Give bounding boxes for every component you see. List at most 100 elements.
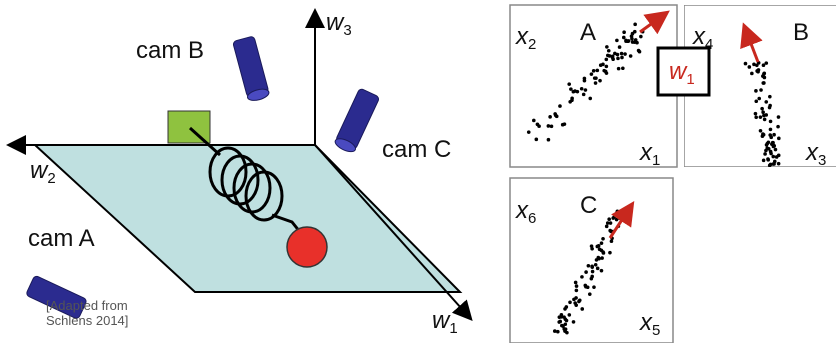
- sample-point: [597, 244, 601, 248]
- sample-point: [584, 88, 588, 92]
- sample-point: [575, 289, 579, 293]
- sample-point: [616, 53, 620, 57]
- anchor: [168, 111, 210, 143]
- figure: cam B cam C cam A w3 w2 w1 [Adapted from…: [0, 0, 836, 343]
- sample-point: [584, 270, 588, 274]
- sample-point: [604, 58, 608, 62]
- sample-point: [771, 155, 775, 159]
- axis-subscript: 6: [528, 210, 536, 227]
- sample-point: [772, 145, 776, 149]
- sample-point: [535, 138, 539, 142]
- sample-point: [575, 284, 579, 288]
- sample-point: [629, 54, 633, 58]
- sample-point: [558, 315, 562, 319]
- sample-point: [615, 211, 619, 215]
- sample-point: [537, 124, 541, 128]
- sample-point: [787, 170, 791, 174]
- sample-point: [767, 140, 771, 144]
- sample-point: [769, 150, 773, 154]
- axis-symbol: w: [432, 307, 451, 334]
- sample-point: [778, 177, 782, 181]
- sample-point: [771, 174, 775, 178]
- sample-point: [744, 62, 748, 66]
- sample-point: [596, 69, 600, 73]
- axis-subscript: 1: [449, 320, 457, 337]
- panel: Ax2x1: [510, 5, 677, 169]
- axis-subscript: 3: [343, 22, 351, 39]
- sample-point: [572, 90, 576, 94]
- sample-point: [761, 81, 765, 85]
- sample-point: [576, 90, 580, 94]
- sample-point: [548, 115, 552, 119]
- credit: [Adapted from: [46, 298, 128, 313]
- axis-symbol: w: [326, 9, 345, 36]
- sample-point: [592, 69, 596, 73]
- axis-symbol: x: [639, 309, 653, 336]
- sample-point: [532, 119, 536, 123]
- sample-point: [556, 330, 560, 334]
- sample-point: [601, 63, 605, 67]
- sample-point: [527, 130, 531, 134]
- sample-point: [573, 301, 577, 305]
- sample-point: [777, 154, 781, 158]
- axis-subscript: 1: [652, 152, 660, 169]
- highlight-symbol: w: [669, 58, 688, 85]
- sample-point: [760, 107, 764, 111]
- sample-point: [764, 149, 768, 153]
- sample-point: [580, 275, 584, 279]
- axis-subscript: 5: [652, 322, 660, 339]
- sample-point: [772, 133, 776, 137]
- sample-point: [565, 331, 569, 335]
- axis-label: w1: [432, 307, 458, 337]
- sample-point: [750, 72, 754, 76]
- sample-point: [550, 125, 554, 129]
- sample-point: [764, 61, 768, 65]
- sample-point: [605, 65, 609, 69]
- sample-point: [561, 324, 565, 328]
- sample-point: [610, 239, 614, 243]
- sample-point: [769, 136, 773, 140]
- sample-point: [635, 41, 639, 45]
- sample-point: [777, 115, 781, 119]
- sample-point: [754, 99, 758, 103]
- sample-point: [600, 256, 604, 260]
- sample-point: [621, 66, 625, 70]
- sample-point: [766, 157, 770, 161]
- axis-symbol: x: [692, 23, 706, 50]
- sample-point: [591, 270, 595, 274]
- sample-point: [611, 56, 615, 60]
- sample-point: [622, 36, 626, 40]
- sample-point: [594, 263, 598, 267]
- sample-point: [569, 87, 573, 91]
- sample-point: [762, 159, 766, 163]
- sample-point: [587, 264, 591, 268]
- sample-point: [786, 171, 790, 175]
- sample-point: [605, 71, 609, 75]
- sample-point: [593, 76, 597, 80]
- sample-point: [588, 292, 592, 296]
- sample-point: [624, 39, 628, 43]
- sample-point: [754, 112, 758, 116]
- sample-point: [757, 97, 761, 101]
- sample-point: [563, 317, 567, 321]
- sample-point: [748, 65, 752, 69]
- panel-label: C: [580, 192, 597, 219]
- sample-point: [558, 104, 562, 108]
- axis-subscript: 3: [818, 152, 826, 169]
- sample-point: [582, 93, 586, 97]
- sample-point: [607, 217, 611, 221]
- sample-point: [583, 77, 587, 81]
- sample-point: [590, 275, 594, 279]
- credit: Schlens 2014]: [46, 313, 128, 328]
- sample-point: [639, 35, 643, 39]
- sample-point: [763, 76, 767, 80]
- sample-point: [633, 23, 637, 27]
- sample-point: [606, 54, 610, 58]
- sample-point: [608, 251, 612, 255]
- sample-point: [605, 225, 609, 229]
- spring-scene: cam B cam C cam A w3 w2 w1 [Adapted from…: [10, 9, 470, 337]
- sample-point: [611, 216, 615, 220]
- sample-point: [595, 258, 599, 262]
- sample-point: [598, 79, 602, 83]
- panel-label: B: [793, 19, 809, 46]
